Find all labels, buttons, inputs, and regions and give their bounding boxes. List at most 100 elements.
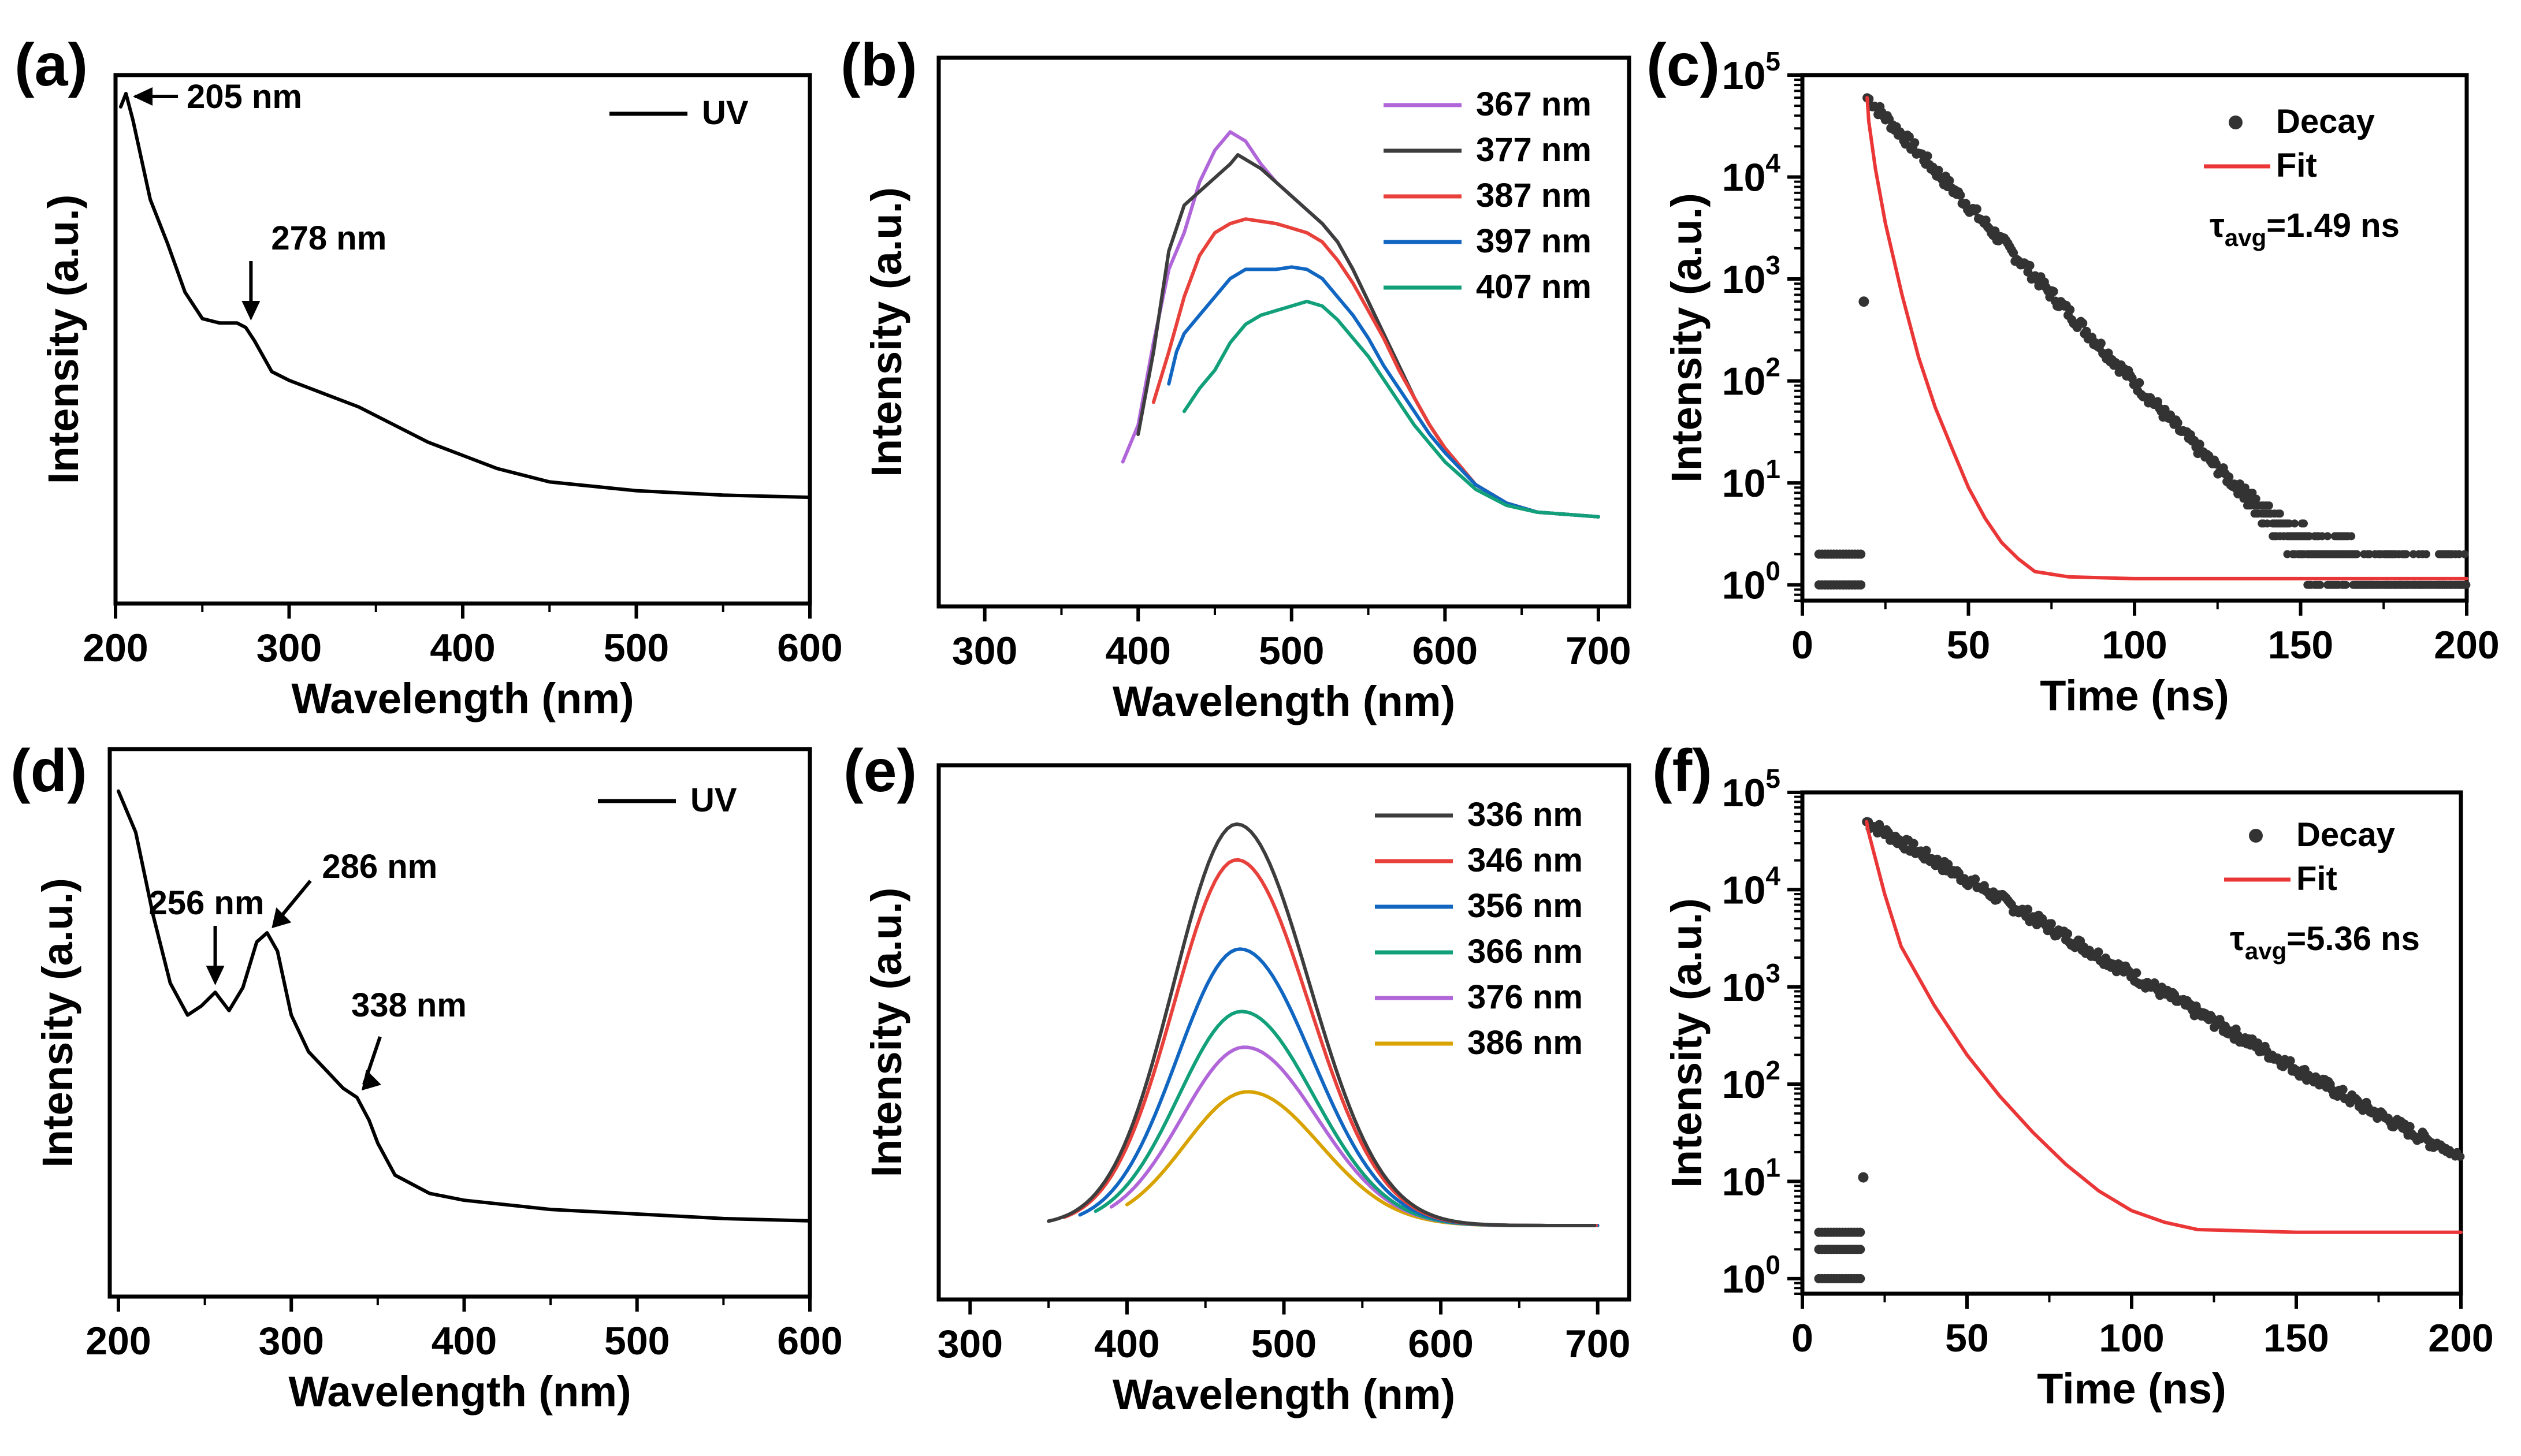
y-tick-base: 10 xyxy=(1722,156,1766,200)
panel-label: (a) xyxy=(14,32,88,99)
y-tick-label: 105 xyxy=(1722,764,1780,815)
y-axis-title: Intensity (a.u.) xyxy=(1663,193,1711,483)
panel-b: (b) 300 400 500 600 700 Wavelength (nm) Intensi… xyxy=(841,32,1631,725)
x-tick-label: 200 xyxy=(83,626,148,670)
decay-point xyxy=(2456,1152,2465,1161)
decay-point xyxy=(1856,1227,1865,1237)
y-axis-title: Intensity (a.u.) xyxy=(1663,898,1711,1188)
y-tick-base: 10 xyxy=(1722,868,1766,912)
y-tick-label: 100 xyxy=(1722,556,1780,608)
plot-frame xyxy=(1800,790,2463,1296)
x-tick-label: 200 xyxy=(85,1319,151,1363)
legend-label: 386 nm xyxy=(1467,1024,1583,1062)
tau-subscript: avg xyxy=(2245,937,2286,965)
y-tick-base: 10 xyxy=(1722,54,1766,98)
decay-point xyxy=(2462,580,2471,589)
decay-point xyxy=(1858,296,1869,307)
annotation-label: 286 nm xyxy=(322,848,437,885)
y-tick-exponent: 5 xyxy=(1765,46,1780,76)
decay-point xyxy=(1972,204,1981,214)
emission-curve xyxy=(1047,822,1597,1227)
tau-annotation: τavg=5.36 ns xyxy=(2230,920,2420,965)
y-tick-label: 104 xyxy=(1722,148,1781,200)
panel-d: (d) 200 300 400 500 600 Wavelength (nm) Intensi… xyxy=(10,738,843,1416)
legend-decay-marker xyxy=(2249,829,2263,843)
legend-decay-marker xyxy=(2229,116,2243,129)
x-tick-label: 700 xyxy=(1565,1322,1630,1366)
legend-label: Decay xyxy=(2276,103,2375,140)
decay-point xyxy=(2025,260,2035,270)
y-tick-exponent: 3 xyxy=(1765,250,1780,280)
y-tick-exponent: 4 xyxy=(1765,861,1780,891)
decay-point xyxy=(2352,550,2361,558)
legend-label: Fit xyxy=(2276,147,2317,184)
x-tick-label: 500 xyxy=(1259,629,1324,673)
emission-curve xyxy=(1109,1045,1598,1227)
decay-point xyxy=(2211,459,2221,469)
decay-point xyxy=(2078,318,2088,328)
y-tick-exponent: 1 xyxy=(1765,454,1780,484)
uv-curve xyxy=(119,92,812,500)
x-tick-label: 600 xyxy=(777,1319,842,1363)
y-tick-label: 101 xyxy=(1722,1153,1780,1204)
decay-markers xyxy=(1814,817,2465,1283)
y-tick-base: 10 xyxy=(1722,1160,1766,1204)
panel-label: (f) xyxy=(1652,738,1712,805)
uv-curve xyxy=(117,789,812,1223)
x-tick-label: 300 xyxy=(952,629,1017,673)
emission-curve xyxy=(1182,299,1600,519)
decay-point xyxy=(2135,378,2144,388)
y-tick-base: 10 xyxy=(1722,966,1766,1010)
legend-label: 397 nm xyxy=(1476,222,1592,260)
x-axis-title: Time (ns) xyxy=(2037,1365,2226,1413)
y-tick-label: 104 xyxy=(1722,861,1781,912)
decay-point xyxy=(2094,947,2103,957)
decay-point xyxy=(1858,1172,1869,1183)
x-tick-label: 400 xyxy=(1105,629,1170,673)
arrow-head xyxy=(361,1070,381,1091)
x-tick-label: 300 xyxy=(938,1322,1003,1366)
plot-frame xyxy=(936,55,1631,609)
tau-value: =1.49 ns xyxy=(2266,207,2400,244)
x-tick-label: 400 xyxy=(430,626,495,670)
y-tick-base: 10 xyxy=(1722,461,1766,505)
y-tick-base: 10 xyxy=(1722,1257,1766,1301)
x-axis-title: Wavelength (nm) xyxy=(1113,1371,1455,1418)
decay-point xyxy=(2132,968,2141,978)
arrow-head xyxy=(206,966,225,986)
panel-e: (e) 300 400 500 600 700 Wavelength (nm) Intensi… xyxy=(843,738,1631,1418)
plot-frame xyxy=(107,747,812,1299)
legend-label: 346 nm xyxy=(1467,841,1583,879)
y-axis-title: Intensity (a.u.) xyxy=(862,888,910,1178)
tau-annotation: τavg=1.49 ns xyxy=(2210,207,2400,251)
legend-label: 387 nm xyxy=(1476,177,1592,214)
decay-point xyxy=(2048,286,2058,296)
legend-label: 376 nm xyxy=(1467,978,1583,1016)
x-tick-label: 100 xyxy=(2102,623,2167,667)
x-tick-label: 50 xyxy=(1947,623,1991,667)
x-axis-title: Wavelength (nm) xyxy=(1113,677,1455,725)
x-tick-label: 150 xyxy=(2263,1316,2329,1360)
y-tick-label: 102 xyxy=(1722,1055,1780,1107)
x-axis-title: Time (ns) xyxy=(2040,672,2229,720)
x-tick-label: 700 xyxy=(1566,629,1631,673)
x-tick-label: 400 xyxy=(432,1319,497,1363)
y-tick-base: 10 xyxy=(1722,360,1766,404)
decay-point xyxy=(2338,1085,2348,1094)
decay-point xyxy=(1970,874,1980,884)
decay-point xyxy=(1856,1273,1865,1283)
decay-point xyxy=(2323,532,2332,541)
tau-symbol: τ xyxy=(2230,920,2245,958)
y-tick-exponent: 4 xyxy=(1765,148,1780,178)
decay-point xyxy=(2265,501,2273,510)
legend-label: 367 nm xyxy=(1476,85,1592,123)
panel-label: (d) xyxy=(10,738,87,805)
x-axis-title: Wavelength (nm) xyxy=(291,675,634,723)
y-tick-label: 101 xyxy=(1722,454,1780,505)
x-axis-title: Wavelength (nm) xyxy=(288,1368,631,1416)
decay-point xyxy=(1923,151,1932,161)
x-tick-label: 300 xyxy=(258,1319,324,1363)
legend-label: 407 nm xyxy=(1476,268,1592,306)
